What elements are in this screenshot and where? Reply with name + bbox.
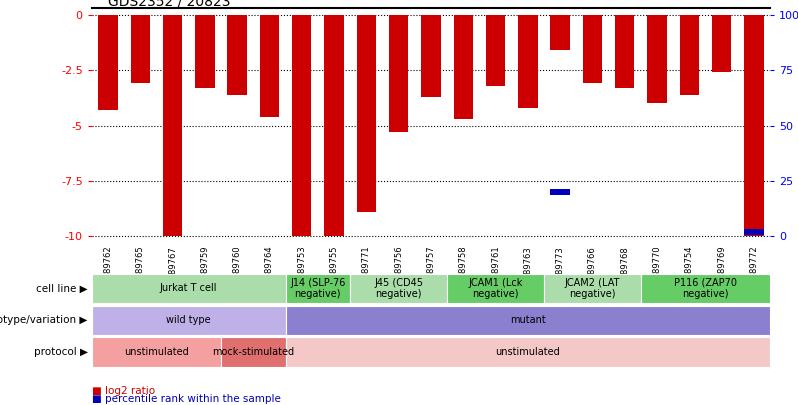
Bar	[389, 15, 409, 132]
Text: protocol ▶: protocol ▶	[34, 347, 88, 357]
Text: J14 (SLP-76
negative): J14 (SLP-76 negative)	[290, 277, 346, 299]
Bar	[447, 274, 544, 303]
Bar	[92, 306, 286, 335]
Bar	[227, 15, 247, 94]
Text: mock-stimulated: mock-stimulated	[212, 347, 294, 357]
Text: J45 (CD45
negative): J45 (CD45 negative)	[374, 277, 423, 299]
Bar	[551, 15, 570, 50]
Text: GDS2352 / 20823: GDS2352 / 20823	[108, 0, 231, 8]
Bar	[680, 15, 699, 94]
Text: unstimulated: unstimulated	[496, 347, 560, 357]
Bar	[745, 15, 764, 237]
Bar	[286, 337, 770, 367]
Bar	[615, 15, 634, 88]
Text: unstimulated: unstimulated	[124, 347, 189, 357]
Bar	[163, 15, 182, 237]
Bar	[196, 15, 215, 88]
Bar	[641, 274, 770, 303]
Bar	[350, 274, 447, 303]
Text: cell line ▶: cell line ▶	[36, 284, 88, 293]
Bar	[647, 15, 666, 103]
Bar	[286, 274, 350, 303]
Bar	[712, 15, 731, 72]
Bar	[92, 337, 221, 367]
Bar	[421, 15, 440, 97]
Bar	[259, 15, 279, 117]
Text: Jurkat T cell: Jurkat T cell	[160, 284, 217, 293]
Bar	[745, 228, 764, 235]
Bar	[518, 15, 538, 108]
Bar	[98, 15, 117, 110]
Text: JCAM2 (LAT
negative): JCAM2 (LAT negative)	[565, 277, 620, 299]
Bar	[292, 15, 311, 237]
Bar	[583, 15, 602, 83]
Text: mutant: mutant	[510, 315, 546, 325]
Text: ■ percentile rank within the sample: ■ percentile rank within the sample	[92, 394, 281, 404]
Bar	[131, 15, 150, 83]
Text: genotype/variation ▶: genotype/variation ▶	[0, 315, 88, 325]
Bar	[453, 15, 473, 119]
Bar	[486, 15, 505, 86]
Bar	[221, 337, 286, 367]
Bar	[544, 274, 641, 303]
Text: JCAM1 (Lck
negative): JCAM1 (Lck negative)	[468, 277, 523, 299]
Text: wild type: wild type	[166, 315, 211, 325]
Bar	[286, 306, 770, 335]
Text: ■ log2 ratio: ■ log2 ratio	[92, 386, 155, 396]
Text: P116 (ZAP70
negative): P116 (ZAP70 negative)	[674, 277, 737, 299]
Bar	[357, 15, 376, 212]
Bar	[551, 189, 570, 195]
Bar	[92, 274, 286, 303]
Bar	[324, 15, 344, 237]
